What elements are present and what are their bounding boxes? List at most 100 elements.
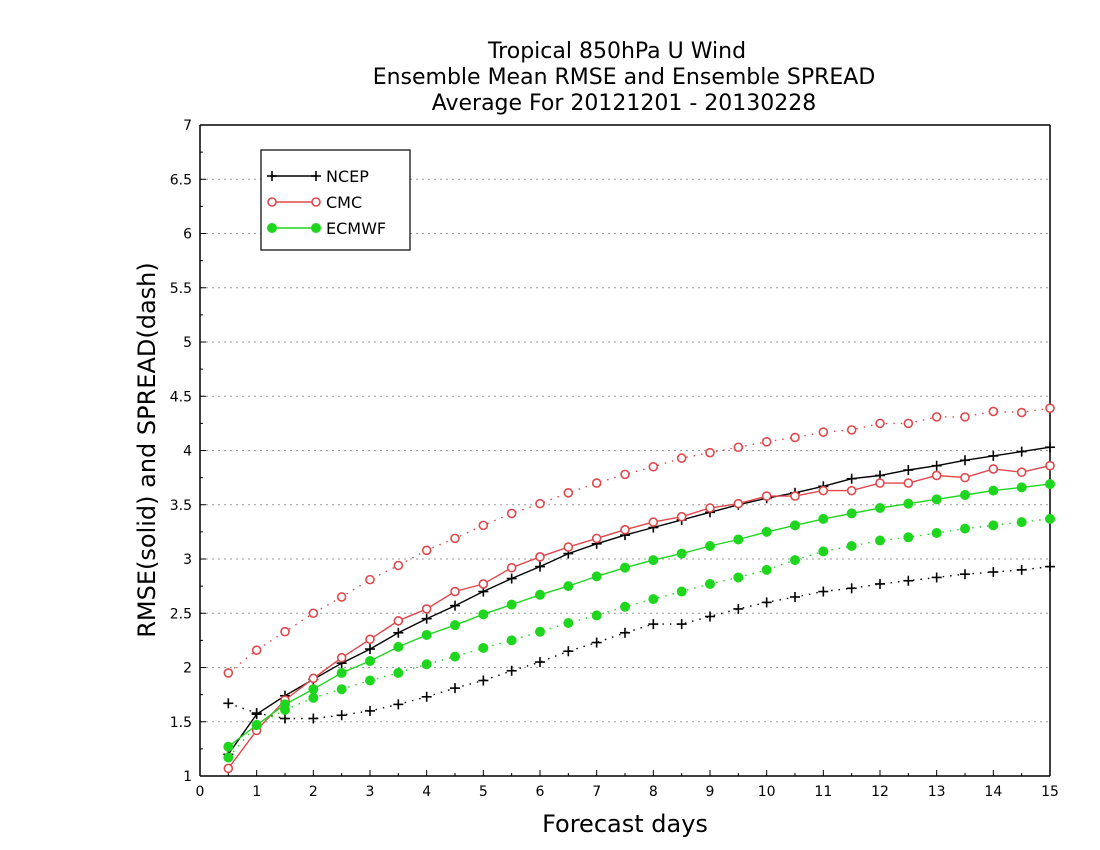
point-ncep-spread: [705, 611, 715, 622]
point-ecmwf-rmse: [705, 540, 715, 551]
point-cmc-rmse: [421, 604, 432, 614]
series-ncep-spread: [223, 561, 1055, 724]
series-cmc-spread: [223, 403, 1055, 678]
point-ecmwf-spread: [903, 532, 914, 543]
legend-marker: [267, 223, 277, 233]
point-ncep-spread: [648, 619, 659, 630]
point-ncep-spread: [676, 619, 687, 630]
point-ecmwf-spread: [393, 667, 404, 678]
y-tick-label: 3: [183, 552, 192, 568]
x-tick-label: 1: [252, 784, 261, 800]
point-ncep-spread: [535, 657, 545, 668]
point-ecmwf-rmse: [421, 629, 432, 640]
y-tick-label: 6.5: [170, 172, 192, 188]
point-ecmwf-spread: [960, 523, 970, 534]
point-ncep-rmse: [393, 627, 404, 638]
point-ecmwf-rmse: [818, 513, 829, 524]
point-cmc-spread: [931, 412, 942, 422]
point-cmc-rmse: [761, 491, 772, 501]
x-tick-label: 6: [536, 784, 545, 800]
grid: [200, 178, 1050, 723]
point-ncep-spread: [365, 705, 375, 716]
point-ecmwf-rmse: [960, 489, 970, 500]
point-ncep-spread: [903, 575, 914, 586]
x-tick-label: 15: [1041, 784, 1059, 800]
point-cmc-spread: [506, 508, 517, 519]
point-ncep-spread: [790, 591, 800, 602]
point-ncep-spread: [875, 578, 885, 589]
point-ecmwf-spread: [535, 626, 545, 637]
point-ecmwf-spread: [676, 586, 687, 597]
point-ecmwf-rmse: [931, 494, 942, 505]
point-cmc-spread: [421, 545, 432, 556]
point-ecmwf-rmse: [1045, 479, 1055, 490]
point-ecmwf-spread: [506, 635, 517, 646]
point-ecmwf-rmse: [846, 508, 857, 519]
point-ecmwf-spread: [478, 642, 489, 653]
point-cmc-rmse: [336, 652, 347, 663]
tick-labels: 0 1 2 3 4 5 6 7 8 9 10 11 12 13 14 1511.522.533.544.555…: [170, 118, 1059, 800]
point-ncep-rmse: [931, 460, 942, 471]
point-ncep-rmse: [1016, 446, 1027, 457]
x-tick-label: 8: [649, 784, 658, 800]
point-cmc-spread: [818, 427, 829, 437]
legend-marker: [267, 171, 277, 181]
point-ncep-spread: [563, 646, 574, 657]
point-cmc-rmse: [223, 763, 234, 774]
x-tick-label: 10: [758, 784, 776, 800]
point-ncep-spread: [450, 683, 460, 694]
point-ncep-spread: [818, 586, 829, 597]
legend-marker: [311, 197, 321, 207]
legend-label: CMC: [326, 193, 362, 212]
point-cmc-rmse: [478, 579, 489, 589]
point-ncep-rmse: [365, 644, 375, 655]
point-ecmwf-spread: [931, 527, 942, 538]
point-ecmwf-spread: [1016, 517, 1027, 528]
point-ecmwf-spread: [336, 684, 347, 695]
point-ncep-rmse: [506, 573, 517, 584]
point-cmc-spread: [535, 498, 545, 509]
x-tick-label: 7: [592, 784, 601, 800]
point-ncep-rmse: [988, 450, 999, 461]
point-ecmwf-rmse: [223, 741, 234, 752]
point-ncep-spread: [336, 710, 347, 721]
series-ncep-rmse: [223, 442, 1055, 760]
point-cmc-spread: [875, 418, 885, 429]
point-cmc-rmse: [591, 533, 602, 544]
point-cmc-rmse: [960, 472, 970, 483]
point-cmc-spread: [960, 412, 970, 422]
point-ncep-spread: [280, 713, 290, 724]
series-line-cmc-rmse: [227, 465, 1051, 769]
point-ncep-rmse: [421, 613, 432, 624]
point-ecmwf-spread: [421, 659, 432, 670]
point-ncep-spread: [846, 583, 857, 594]
point-ncep-spread: [478, 675, 489, 686]
y-tick-label: 5.5: [170, 281, 192, 297]
point-ncep-rmse: [535, 561, 545, 572]
title-line-1: Tropical 850hPa U Wind: [487, 39, 746, 64]
point-ecmwf-rmse: [620, 562, 630, 573]
point-ecmwf-rmse: [648, 555, 659, 566]
point-ecmwf-spread: [761, 564, 772, 575]
point-ecmwf-rmse: [563, 581, 574, 592]
x-axis-label: Forecast days: [542, 810, 708, 838]
point-cmc-spread: [591, 478, 602, 488]
x-tick-label: 0: [196, 784, 205, 800]
y-tick-label: 5: [183, 335, 192, 351]
point-cmc-spread: [705, 447, 715, 458]
point-ecmwf-rmse: [761, 526, 772, 537]
point-ecmwf-rmse: [308, 684, 319, 695]
point-ecmwf-rmse: [790, 520, 800, 531]
y-tick-label: 1: [183, 769, 192, 785]
point-ecmwf-spread: [705, 578, 715, 589]
y-axis-label: RMSE(solid) and SPREAD(dash): [133, 262, 161, 638]
point-ecmwf-spread: [308, 692, 319, 703]
point-cmc-spread: [336, 592, 347, 602]
legend: NCEP CMC ECMWF: [260, 149, 411, 251]
legend-marker: [311, 171, 321, 181]
y-tick-label: 2.5: [170, 606, 192, 622]
legend-label: ECMWF: [326, 219, 386, 238]
point-cmc-spread: [733, 442, 744, 453]
point-ecmwf-spread: [790, 555, 800, 566]
point-cmc-rmse: [648, 517, 659, 527]
